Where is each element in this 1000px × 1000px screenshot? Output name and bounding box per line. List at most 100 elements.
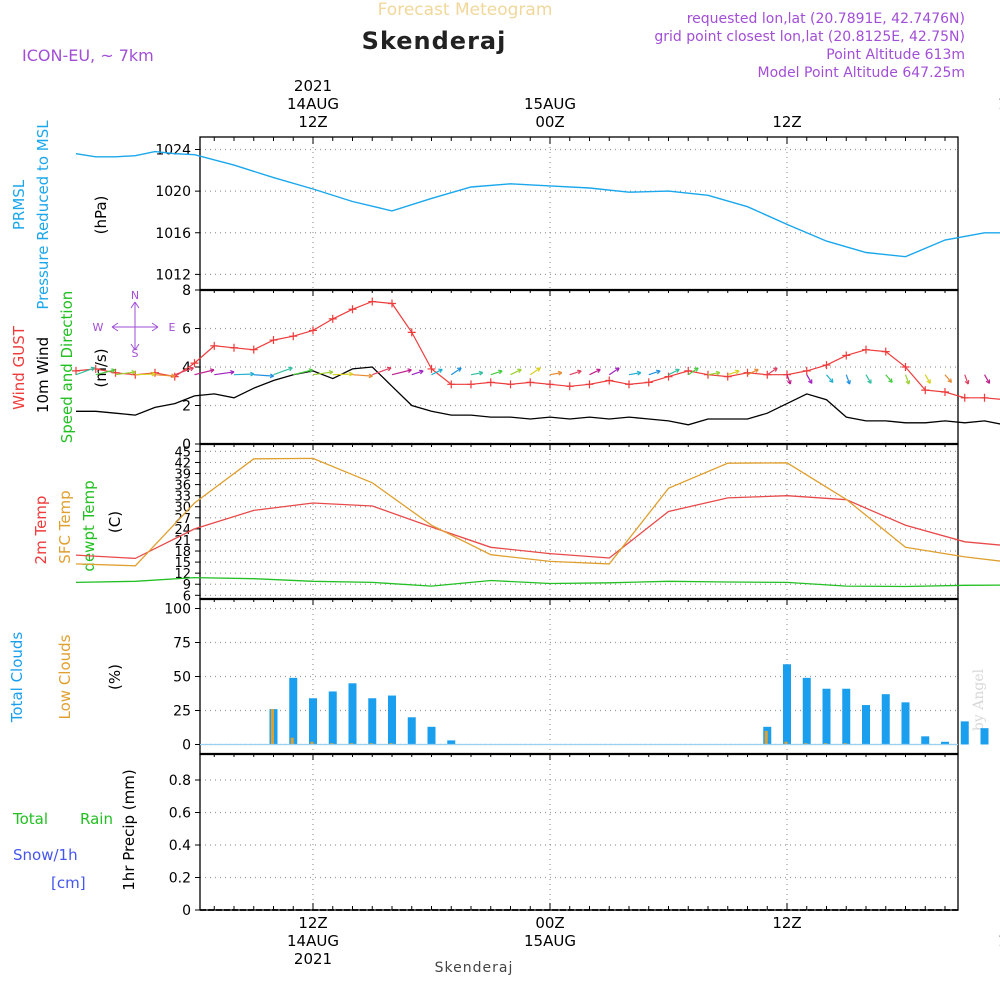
total-cloud-bar <box>802 677 811 745</box>
wind-arrow-head <box>888 378 893 383</box>
wind-arrow-head <box>171 373 176 379</box>
wind-arrow-head <box>438 368 443 374</box>
dewpt-line <box>75 576 1000 588</box>
gust-marker <box>644 378 653 387</box>
low-cloud-bar <box>271 709 274 745</box>
wind-arrow <box>470 372 483 376</box>
wind-arrow-head <box>517 368 522 374</box>
wind-arrow <box>135 373 156 376</box>
gust-marker <box>980 393 989 402</box>
wind-arrow-head <box>498 369 503 375</box>
gust-marker <box>802 366 811 375</box>
wind-arrow <box>233 373 255 376</box>
wind-arrow-head <box>189 366 194 372</box>
wind-arrow <box>194 369 215 376</box>
wind-arrow <box>707 372 720 376</box>
wind-arrow-head <box>90 366 96 372</box>
wind-arrow-head <box>675 368 680 374</box>
wind-arrow-head <box>715 370 721 376</box>
gust-marker <box>941 388 949 397</box>
y-tick-label: 33 <box>174 490 191 505</box>
gust-marker <box>585 380 594 389</box>
y-tick-label: 0.2 <box>169 871 191 887</box>
gust-marker <box>486 378 495 387</box>
gust-marker <box>960 393 969 402</box>
low-cloud-bar <box>350 743 353 745</box>
p4-label-b: Low Clouds <box>56 634 74 719</box>
p4-label-a: Total Clouds <box>8 632 26 724</box>
point-altitude: Point Altitude 613m <box>826 47 965 63</box>
low-cloud-bar <box>310 741 314 745</box>
wind-arrow <box>589 368 601 376</box>
wind-arrow-head <box>536 367 541 372</box>
wind-arrow-head <box>926 379 931 384</box>
low-cloud-bar <box>824 743 827 745</box>
low-cloud-bar <box>764 730 768 745</box>
gust-marker <box>230 343 238 352</box>
total-cloud-bar <box>309 698 317 745</box>
wind-arrow <box>628 372 641 376</box>
wind-arrow-head <box>368 373 373 379</box>
top-axis-year: 2021 <box>294 77 332 95</box>
total-cloud-bar <box>368 698 377 745</box>
compass-s: S <box>132 347 139 360</box>
wind-arrow <box>924 374 931 384</box>
gust-marker <box>664 372 673 381</box>
wind-arrow <box>786 374 791 385</box>
total-cloud-bar <box>328 691 337 745</box>
total-cloud-bar <box>348 683 357 745</box>
model-label: ICON-EU, ~ 7km <box>22 46 154 65</box>
low-cloud-bar <box>804 743 808 745</box>
y-tick-label: 0 <box>182 437 191 453</box>
p5-label-c: [cm] <box>51 874 86 892</box>
wind-arrow-head <box>773 367 778 372</box>
total-cloud-bar <box>427 726 436 745</box>
wind-arrow-head <box>846 380 851 385</box>
y-tick-label: 9 <box>183 578 191 593</box>
wind-arrow <box>806 374 813 384</box>
p3-unit: (C) <box>106 511 124 533</box>
gridpoint-coords: grid point closest lon,lat (20.8125E, 42… <box>654 29 965 45</box>
wind-arrow <box>529 367 541 376</box>
wind-arrow-head <box>288 366 293 372</box>
bottom-axis-date: 14AUG <box>287 932 339 950</box>
wind-arrow <box>332 373 353 376</box>
wind-arrow-head <box>419 369 424 375</box>
total-cloud-bar <box>822 688 831 745</box>
wind-arrow-head <box>386 366 392 372</box>
p1-label-a: PRMSL <box>10 179 28 230</box>
bottom-axis-hour: 12Z <box>772 914 801 932</box>
y-tick-label: 1016 <box>155 226 191 242</box>
gust-marker <box>822 361 831 370</box>
y-tick-label: 2 <box>182 399 191 415</box>
y-tick-label: 0 <box>182 903 191 919</box>
wind-arrow-head <box>557 370 563 376</box>
gust-marker <box>72 366 80 375</box>
wind-arrow <box>944 374 952 383</box>
wind-arrow-head <box>787 380 792 385</box>
wind-arrow-head <box>269 373 275 379</box>
y-tick-label: 75 <box>173 636 191 652</box>
gust-marker <box>309 326 317 335</box>
bottom-axis-date: 15AUG <box>524 932 576 950</box>
gust-marker <box>269 336 278 345</box>
panel-frame <box>199 136 959 291</box>
wind-arrow-head <box>905 380 911 385</box>
wind-arrow-head <box>694 367 699 372</box>
total-cloud-bar <box>289 677 298 745</box>
wind-arrow-head <box>111 368 116 374</box>
top-axis-hour: 12Z <box>298 113 327 131</box>
p5-label-a: Total <box>12 810 48 828</box>
watermark: by Angel <box>971 668 987 731</box>
gust-marker <box>368 297 377 306</box>
total-cloud-bar <box>980 728 989 745</box>
gust-marker <box>289 332 298 341</box>
wind-arrow <box>727 370 740 376</box>
gust-marker <box>407 328 416 337</box>
wind-arrow <box>95 369 116 376</box>
panel-frame <box>199 289 959 445</box>
gust-marker <box>565 382 574 391</box>
wind-arrow <box>826 374 834 383</box>
wind-arrow <box>431 368 443 376</box>
gust-marker <box>684 366 693 375</box>
